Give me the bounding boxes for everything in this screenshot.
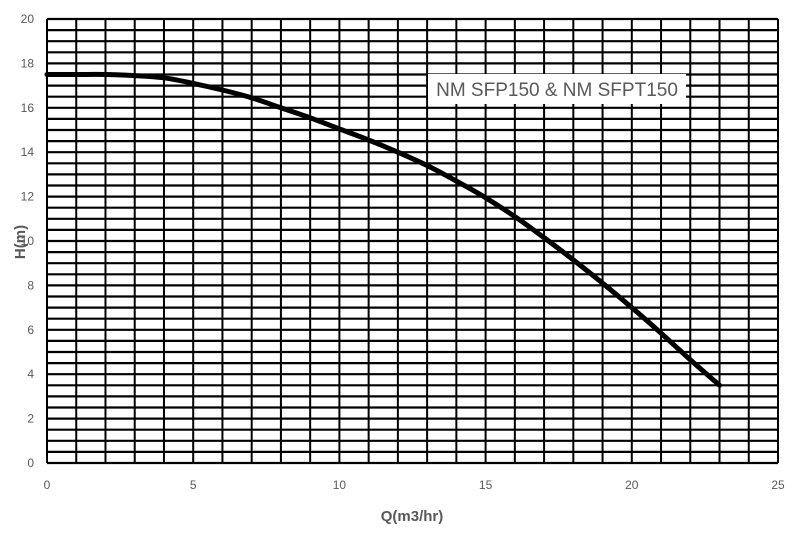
x-tick-label: 0 [44, 478, 51, 492]
data-point [163, 77, 165, 79]
y-axis-title: H(m) [12, 225, 29, 259]
x-axis-title: Q(m3/hr) [381, 508, 444, 525]
y-tick-label: 2 [27, 412, 34, 426]
data-point [75, 74, 77, 75]
series-line [44, 71, 722, 388]
x-tick-label: 5 [190, 478, 197, 492]
data-point [221, 89, 223, 91]
data-point [338, 128, 340, 130]
data-point [719, 384, 721, 386]
data-point [280, 107, 282, 109]
y-tick-label: 4 [27, 367, 34, 381]
data-point [368, 139, 370, 141]
data-point [602, 282, 604, 284]
y-tick-label: 0 [27, 456, 34, 470]
y-tick-label: 18 [21, 56, 35, 70]
legend-box [428, 74, 686, 104]
y-tick-label: 10 [21, 234, 35, 248]
data-point [426, 165, 428, 167]
data-point [309, 117, 311, 119]
data-point [46, 74, 48, 75]
x-tick-label: 25 [771, 478, 785, 492]
y-tick-label: 16 [21, 101, 35, 115]
data-point [660, 332, 662, 334]
data-point [397, 151, 399, 153]
y-tick-label: 6 [27, 323, 34, 337]
data-point [689, 359, 691, 361]
data-point [514, 216, 516, 218]
legend-label: NM SFP150 & NM SFPT150 [436, 80, 678, 101]
data-point [631, 307, 633, 309]
data-point [543, 237, 545, 239]
y-tick-label: 12 [21, 190, 35, 204]
y-tick-label: 20 [21, 12, 35, 26]
data-point [455, 180, 457, 182]
y-tick-label: 8 [27, 278, 34, 292]
x-tick-label: 10 [333, 478, 347, 492]
x-tick-label: 15 [479, 478, 493, 492]
legend: NM SFP150 & NM SFPT150 [428, 74, 686, 104]
data-point [192, 82, 194, 84]
y-tick-label: 14 [21, 145, 35, 159]
series-layer [44, 71, 722, 388]
tick-labels: 0 5 10 15 20 25 0 2 4 6 8 10 12 14 16 18 20 [21, 12, 785, 492]
data-point [104, 74, 106, 75]
data-point [251, 97, 253, 99]
data-point [134, 75, 136, 77]
x-tick-label: 20 [625, 478, 639, 492]
data-point [572, 259, 574, 261]
data-point [485, 197, 487, 199]
